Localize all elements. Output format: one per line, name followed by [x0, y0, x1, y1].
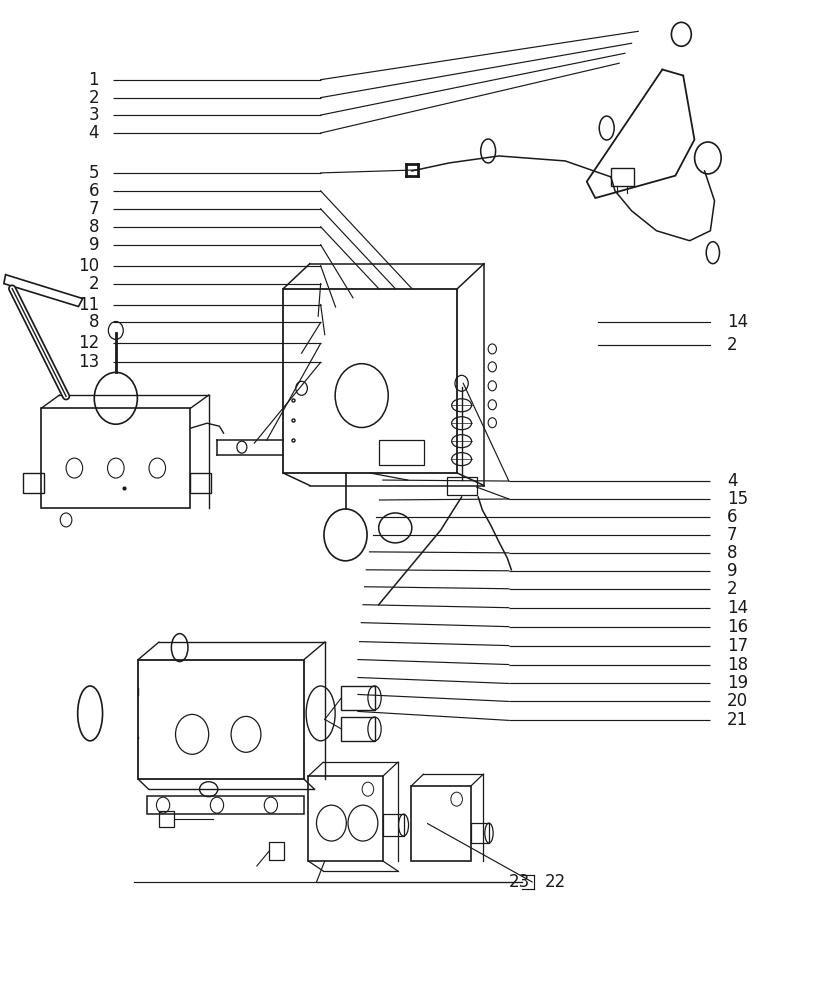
Bar: [138, 660, 304, 779]
Bar: [284, 289, 458, 473]
Text: 16: 16: [727, 618, 748, 636]
Text: 17: 17: [727, 637, 748, 655]
Bar: [447, 477, 477, 495]
Bar: [42, 408, 191, 508]
Text: 10: 10: [78, 257, 99, 275]
Text: 20: 20: [727, 692, 748, 710]
Text: 4: 4: [727, 472, 737, 490]
Text: 22: 22: [544, 873, 566, 891]
Bar: [270, 842, 285, 860]
Bar: [379, 440, 424, 465]
Bar: [159, 811, 174, 827]
Text: 13: 13: [78, 353, 99, 371]
Bar: [611, 168, 634, 186]
Bar: [341, 686, 374, 710]
Text: 21: 21: [727, 711, 748, 729]
Bar: [308, 776, 383, 861]
Text: 8: 8: [89, 218, 99, 236]
Text: 14: 14: [727, 313, 748, 331]
Text: 19: 19: [727, 674, 748, 692]
Text: 3: 3: [89, 106, 99, 124]
Text: 8: 8: [727, 544, 737, 562]
Text: 2: 2: [727, 580, 738, 598]
Text: 9: 9: [89, 236, 99, 254]
Text: 7: 7: [727, 526, 737, 544]
Text: 23: 23: [509, 873, 531, 891]
Bar: [471, 823, 489, 843]
Text: 14: 14: [727, 599, 748, 617]
Text: 5: 5: [89, 164, 99, 182]
Text: 9: 9: [727, 562, 737, 580]
Text: 1: 1: [89, 71, 99, 89]
Bar: [191, 473, 211, 493]
Bar: [146, 796, 304, 814]
Text: 2: 2: [727, 336, 738, 354]
Text: 4: 4: [89, 124, 99, 142]
Bar: [23, 473, 43, 493]
Text: 8: 8: [89, 313, 99, 331]
Bar: [411, 786, 471, 861]
Text: 6: 6: [727, 508, 737, 526]
Text: 6: 6: [89, 182, 99, 200]
Bar: [341, 717, 374, 741]
Text: 7: 7: [89, 200, 99, 218]
Bar: [383, 814, 404, 836]
Text: 11: 11: [78, 296, 99, 314]
Text: 12: 12: [78, 334, 99, 352]
Text: 18: 18: [727, 656, 748, 674]
Text: 2: 2: [89, 89, 99, 107]
Text: 15: 15: [727, 490, 748, 508]
Text: 2: 2: [89, 275, 99, 293]
